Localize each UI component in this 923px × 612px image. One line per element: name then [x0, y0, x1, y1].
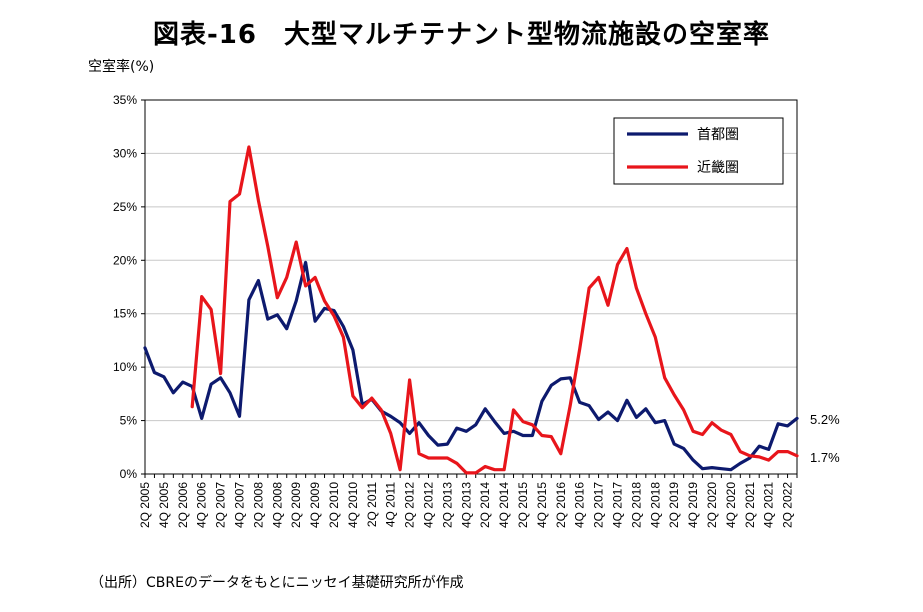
- x-tick-label: 2Q 2022: [781, 482, 795, 528]
- x-tick-label: 4Q 2010: [346, 482, 360, 528]
- x-tick-label: 2Q 2009: [289, 482, 303, 528]
- x-tick-label: 4Q 2018: [648, 482, 662, 528]
- end-label-kinki: 1.7%: [810, 450, 840, 465]
- end-label-tokyo: 5.2%: [810, 412, 840, 427]
- x-tick-label: 2Q 2010: [327, 482, 341, 528]
- x-tick-label: 2Q 2019: [667, 482, 681, 528]
- y-tick-label: 35%: [113, 93, 137, 107]
- x-tick-label: 2Q 2020: [705, 482, 719, 528]
- x-tick-label: 2Q 2021: [743, 482, 757, 528]
- y-tick-label: 15%: [113, 307, 137, 321]
- series-line-kinki: [190, 145, 799, 475]
- x-tick-label: 2Q 2016: [554, 482, 568, 528]
- x-tick-label: 2Q 2018: [629, 482, 643, 528]
- x-tick-label: 4Q 2015: [535, 482, 549, 528]
- x-tick-label: 4Q 2013: [459, 482, 473, 528]
- x-tick-label: 2Q 2011: [365, 482, 379, 527]
- x-tick-label: 2Q 2005: [138, 482, 152, 528]
- x-tick-label: 2Q 2008: [251, 482, 265, 528]
- x-tick-label: 4Q 2012: [421, 482, 435, 528]
- x-tick-label: 4Q 2011: [384, 482, 398, 527]
- x-tick-label: 4Q 2016: [573, 482, 587, 528]
- y-tick-label: 5%: [120, 414, 138, 428]
- x-tick-label: 4Q 2006: [195, 482, 209, 528]
- x-tick-label: 4Q 2014: [497, 482, 511, 528]
- y-axis-unit-label: 空室率(%): [88, 59, 155, 75]
- source-note: （出所）CBREのデータをもとにニッセイ基礎研究所が作成: [90, 575, 464, 591]
- series-lines: [143, 145, 799, 475]
- legend: 首都圏 近畿圏: [613, 117, 784, 185]
- x-tick-label: 4Q 2017: [610, 482, 624, 528]
- x-tick-label: 2Q 2013: [440, 482, 454, 528]
- chart-title: 図表-16 大型マルチテナント型物流施設の空室率: [153, 20, 770, 50]
- x-tick-label: 2Q 2012: [403, 482, 417, 528]
- x-tick-label: 2Q 2015: [516, 482, 530, 528]
- x-tick-label: 2Q 2014: [478, 482, 492, 528]
- x-tick-label: 4Q 2009: [308, 482, 322, 528]
- tick-labels: 0% 5% 10% 15% 20% 25% 30% 35% 2Q 2005 4Q 2005 2Q 2…: [113, 93, 795, 528]
- y-tick-label: 10%: [113, 360, 137, 374]
- series-line-tokyo: [143, 260, 799, 472]
- x-tick-label: 2Q 2017: [592, 482, 606, 528]
- legend-label-tokyo: 首都圏: [697, 127, 739, 143]
- y-tick-label: 30%: [113, 146, 137, 160]
- x-tick-label: 4Q 2019: [686, 482, 700, 528]
- x-tick-label: 4Q 2008: [270, 482, 284, 528]
- legend-box: [613, 117, 784, 185]
- y-tick-label: 25%: [113, 200, 137, 214]
- y-tick-label: 20%: [113, 253, 137, 267]
- x-tick-label: 2Q 2007: [214, 482, 228, 528]
- legend-label-kinki: 近畿圏: [697, 160, 739, 176]
- x-tick-label: 4Q 2021: [762, 482, 776, 528]
- x-tick-label: 4Q 2020: [724, 482, 738, 528]
- x-tick-label: 2Q 2006: [176, 482, 190, 528]
- x-tick-label: 4Q 2005: [157, 482, 171, 528]
- x-tick-label: 4Q 2007: [232, 482, 246, 528]
- y-tick-label: 0%: [120, 467, 138, 481]
